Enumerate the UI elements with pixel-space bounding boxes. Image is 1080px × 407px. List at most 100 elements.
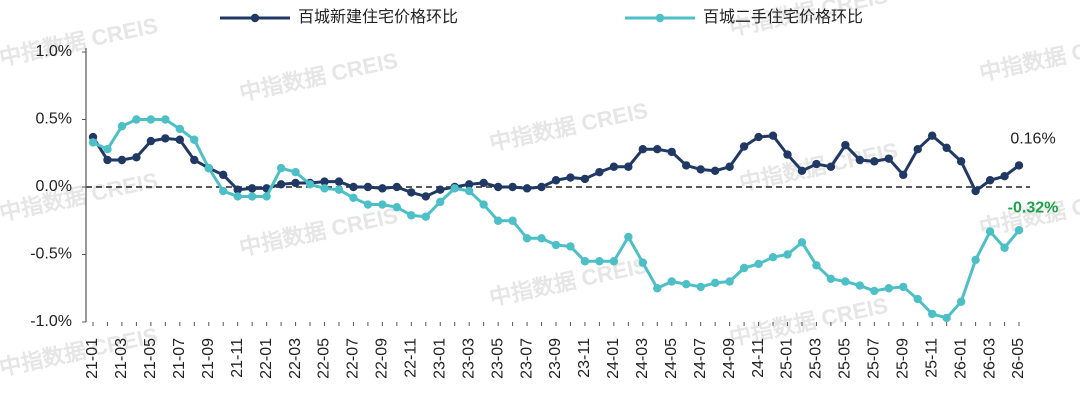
data-point [609,162,619,171]
data-point [190,135,199,144]
data-point [739,263,749,273]
data-point [566,173,575,182]
data-point [247,184,257,193]
data-point [276,163,286,173]
x-tick-label: 26-05 [1010,338,1027,379]
data-point [870,286,879,296]
data-point [913,145,922,154]
data-point [132,153,141,162]
data-point [493,182,503,192]
data-point [522,184,532,193]
data-point [334,185,344,194]
x-tick-label: 22-05 [316,338,333,379]
watermark: 中指数据 CREIS [977,28,1080,86]
data-point [927,131,937,140]
data-point [378,184,387,193]
data-point [884,284,893,293]
data-point [580,174,590,184]
data-point [595,257,604,266]
data-point [812,261,821,270]
data-point [927,309,937,319]
x-tick-label: 26-03 [981,338,998,379]
data-point [725,162,734,171]
data-point [551,176,561,185]
data-point [363,182,373,192]
data-point [276,180,286,189]
data-point [884,154,893,163]
data-point [725,277,734,286]
data-point [117,122,127,131]
x-tick-label: 21-05 [142,338,159,379]
data-point [942,143,951,153]
data-point [870,157,879,166]
data-point [682,161,691,170]
data-point [407,211,416,220]
data-point [537,234,546,243]
y-tick-label: 0.5% [36,111,72,128]
data-point [855,281,865,290]
data-point [682,280,691,289]
data-point [624,232,633,242]
data-point [320,184,329,193]
watermark: 中指数据 CREIS [0,323,160,381]
data-point [985,176,995,185]
data-point [479,178,488,188]
x-tick-label: 23-11 [576,338,593,378]
data-point [580,257,590,266]
data-point [739,142,749,151]
legend-label: 百城新建住宅价格环比 [298,8,458,26]
data-point [407,188,416,197]
data-point [812,159,821,169]
x-tick-label: 22-11 [403,338,420,378]
watermark: 中指数据 CREIS [487,98,650,156]
legend-label: 百城二手住宅价格环比 [703,8,863,26]
data-point [710,166,720,175]
data-point [146,115,156,124]
data-point [768,253,778,262]
legend-marker [250,13,260,23]
data-point [392,203,402,212]
data-point [783,150,792,159]
data-point [797,238,807,247]
data-point [219,170,228,180]
data-point [88,138,98,147]
data-point [566,242,575,251]
y-tick-label: 1.0% [36,43,72,60]
data-point [754,259,763,269]
x-tick-label: 25-03 [808,338,825,379]
data-point [103,155,112,165]
data-point [204,163,213,173]
data-point [638,145,648,154]
data-point [479,200,488,209]
x-tick-label: 21-03 [113,338,130,379]
data-point [262,192,271,201]
x-tick-label: 25-11 [923,338,940,378]
data-point [899,282,908,292]
x-tick-label: 25-07 [866,338,883,379]
x-tick-label: 24-03 [634,338,651,379]
data-point [522,234,532,243]
data-point [392,182,402,192]
data-point [464,186,474,196]
x-tick-label: 23-01 [431,338,448,379]
x-tick-label: 21-01 [84,338,101,379]
data-label: -0.32% [1008,199,1059,216]
data-point [103,145,112,154]
x-tick-label: 22-07 [345,338,362,379]
data-point [508,182,517,192]
x-tick-label: 24-11 [750,338,767,378]
legend-marker [655,13,665,23]
data-point [175,135,185,144]
data-point [826,274,836,283]
data-point [956,157,966,166]
data-point [508,216,517,225]
data-point [783,250,792,259]
data-point [161,134,170,143]
x-tick-label: 24-07 [692,338,709,379]
x-tick-label: 23-05 [489,338,506,379]
watermark: 中指数据 CREIS [0,13,160,71]
data-point [913,294,922,304]
x-tick-label: 22-09 [374,338,391,379]
watermark: 中指数据 CREIS [237,203,400,261]
